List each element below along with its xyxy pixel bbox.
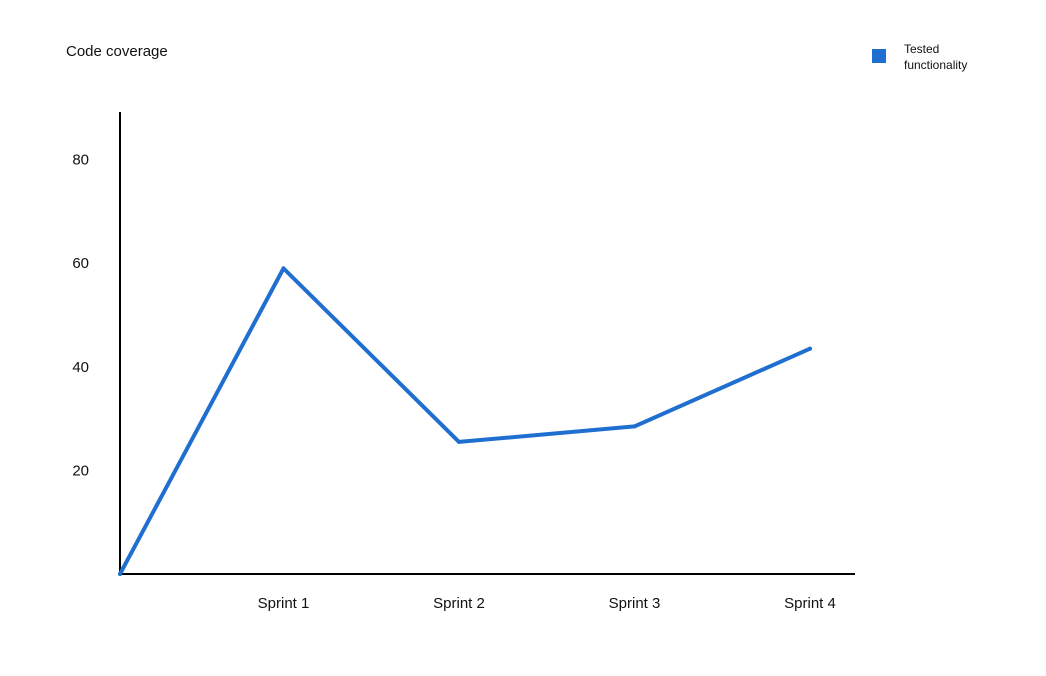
x-tick-label: Sprint 4 xyxy=(784,595,836,612)
axes xyxy=(119,112,855,575)
data-point xyxy=(808,346,812,351)
legend: Tested functionality xyxy=(872,41,994,73)
series-group xyxy=(118,266,812,576)
y-tick-label: 80 xyxy=(72,152,89,169)
x-tick-label: Sprint 3 xyxy=(609,595,661,612)
legend-label: Tested functionality xyxy=(904,42,968,72)
y-tick-labels: 20 40 60 80 xyxy=(72,152,89,480)
x-tick-label: Sprint 1 xyxy=(258,595,310,612)
y-tick-label: 20 xyxy=(72,462,89,479)
x-tick-label: Sprint 2 xyxy=(433,595,485,612)
data-point xyxy=(281,266,286,271)
chart-title: Code coverage xyxy=(66,43,168,60)
y-tick-label: 40 xyxy=(72,359,89,376)
data-point xyxy=(632,424,637,429)
x-tick-labels: Sprint 1 Sprint 2 Sprint 3 Sprint 4 xyxy=(258,595,836,612)
legend-swatch xyxy=(872,49,886,63)
series-line xyxy=(118,266,812,576)
data-point xyxy=(118,572,122,576)
data-point xyxy=(457,439,461,444)
y-tick-label: 60 xyxy=(72,255,89,272)
